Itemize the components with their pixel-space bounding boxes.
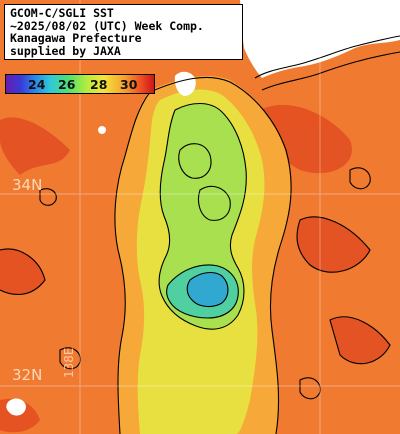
title-line-4: supplied by JAXA bbox=[10, 43, 121, 58]
colorbar-tick-24: 24 bbox=[28, 77, 46, 92]
colorbar-tick-30: 30 bbox=[120, 77, 138, 92]
colorbar-tick-26: 26 bbox=[58, 77, 76, 92]
title-line-3: Kanagawa Prefecture bbox=[10, 31, 142, 46]
coldest-sea-core bbox=[187, 272, 228, 307]
contour-lines bbox=[0, 35, 400, 434]
temperature-colorbar: 24 26 28 30 bbox=[5, 74, 155, 94]
title-line-1: GCOM-C/SGLI SST bbox=[10, 6, 114, 20]
land-izu bbox=[174, 71, 196, 96]
title-line-2: ~2025/08/02 (UTC) Week Comp. bbox=[10, 18, 204, 33]
lon-label-138e: 138E bbox=[62, 347, 76, 379]
map-title-box: GCOM-C/SGLI SST ~2025/08/02 (UTC) Week C… bbox=[4, 4, 243, 60]
cool-patches-north bbox=[178, 143, 231, 221]
lat-label-34n: 34N bbox=[12, 176, 43, 194]
lat-label-32n: 32N bbox=[12, 366, 43, 384]
land-honshu bbox=[240, 0, 400, 78]
colorbar-tick-28: 28 bbox=[90, 77, 108, 92]
